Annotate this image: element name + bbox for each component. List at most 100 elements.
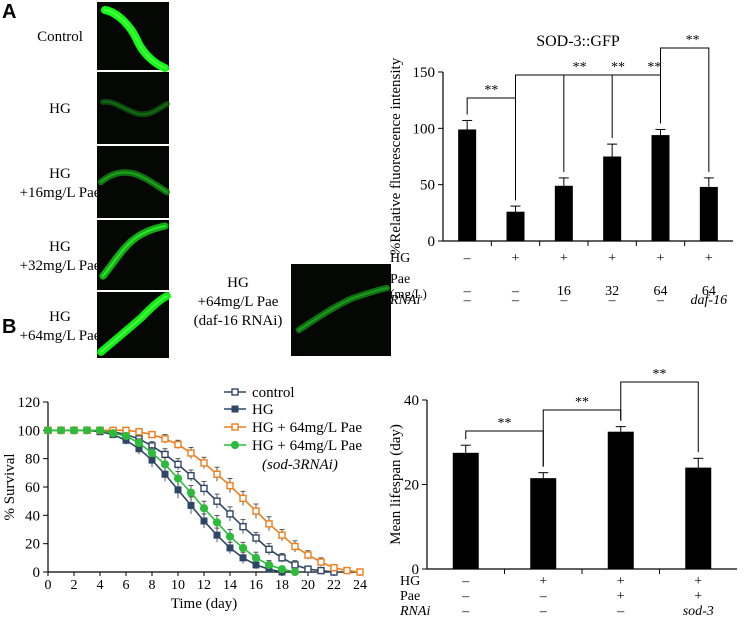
micrograph-label: HG	[49, 101, 71, 117]
condition-row-label: Pae	[400, 589, 420, 604]
micrograph-panel: Control HG HG +16mg/L Pae HG +32mg/L Pae HG +64…	[20, 2, 391, 358]
legend-label: HG + 64mg/L Pae	[252, 420, 362, 436]
micrograph-background	[97, 146, 169, 218]
data-point	[161, 450, 169, 459]
x-tick-label: 10	[171, 578, 185, 593]
condition-value: –	[461, 589, 470, 604]
significance-label: **	[498, 416, 512, 431]
data-point	[160, 460, 170, 469]
worm-highlight	[102, 225, 166, 277]
micrograph-label: +16mg/L Pae	[20, 185, 101, 201]
condition-value: +	[694, 589, 702, 604]
condition-value: –	[511, 284, 520, 299]
condition-row-label: RNAi	[389, 293, 420, 308]
y-tick-label: 40	[404, 393, 419, 409]
data-point	[200, 517, 208, 525]
legend-label-line2: (sod-3RNAi)	[262, 457, 338, 473]
micrograph-label: HG	[49, 239, 71, 255]
micrograph-image	[97, 292, 171, 358]
x-tick-label: 0	[45, 578, 52, 593]
significance-label: **	[484, 83, 498, 98]
micrograph-label: +32mg/L Pae	[20, 258, 101, 274]
micrograph-label: HG	[49, 166, 71, 182]
condition-value: 32	[605, 284, 619, 299]
condition-value: +	[657, 251, 665, 266]
significance-label: **	[653, 367, 667, 382]
condition-value: +	[512, 251, 520, 266]
y-tick-label: 40	[25, 508, 40, 524]
condition-value: –	[463, 293, 472, 308]
panel-letter-b: B	[2, 316, 16, 338]
data-point	[278, 554, 286, 562]
data-point	[277, 565, 287, 574]
data-point	[134, 438, 144, 448]
micrograph-label: Control	[37, 29, 83, 45]
data-point	[226, 544, 234, 552]
data-point	[252, 534, 260, 542]
data-point	[226, 481, 234, 490]
y-tick-label: 60	[25, 480, 40, 496]
bar	[607, 431, 634, 569]
data-point	[213, 497, 221, 505]
panel-letter-a: A	[2, 1, 16, 23]
data-point	[213, 531, 221, 539]
micrograph-label: HG	[49, 309, 71, 325]
data-point	[230, 440, 240, 450]
significance-bracket	[515, 74, 661, 201]
data-point	[200, 459, 208, 467]
bar	[530, 478, 557, 569]
data-point	[161, 470, 169, 478]
data-point	[317, 558, 325, 566]
y-axis-label: Mean lifespan (day)	[388, 424, 404, 545]
data-point	[174, 486, 182, 494]
x-tick-label: 16	[249, 578, 263, 593]
data-point	[291, 542, 299, 551]
y-tick-label: 20	[404, 478, 419, 494]
data-point	[187, 449, 195, 457]
y-tick-label: 80	[25, 452, 40, 468]
data-point	[95, 426, 105, 435]
data-point	[56, 426, 66, 435]
chart-title: SOD-3::GFP	[536, 33, 620, 50]
y-axis-label: %Relative fluorescence intensity	[388, 57, 404, 255]
data-point	[239, 554, 247, 562]
data-point	[278, 531, 286, 539]
condition-value: –	[608, 293, 617, 308]
worm-highlight	[104, 9, 166, 69]
bar	[452, 452, 479, 569]
series-group	[43, 426, 300, 577]
significance-bracket	[660, 47, 710, 172]
condition-value: –	[539, 604, 548, 619]
micrograph-image	[97, 72, 170, 144]
bar	[603, 156, 622, 241]
data-point	[252, 507, 260, 515]
bar	[506, 211, 525, 241]
micrograph-label: (daf-16 RNAi)	[194, 313, 283, 329]
micrograph-image	[97, 2, 169, 72]
condition-value: +	[617, 574, 625, 589]
condition-value: 64	[702, 284, 716, 299]
data-point	[291, 561, 299, 569]
data-point	[43, 426, 53, 435]
y-tick-label: 100	[18, 423, 41, 439]
bar	[651, 135, 670, 241]
data-point	[108, 429, 118, 438]
data-point	[330, 564, 338, 572]
worm-highlight	[298, 287, 388, 331]
condition-row-label: HG	[390, 251, 410, 266]
micrograph-image	[97, 220, 169, 290]
worm-highlight	[102, 100, 168, 116]
x-axis-label: Time (day)	[171, 596, 238, 612]
micrograph-label: HG	[227, 275, 249, 291]
data-point	[147, 448, 157, 458]
x-tick-label: 4	[97, 578, 104, 593]
x-tick-label: 22	[327, 578, 341, 593]
condition-value: –	[463, 251, 472, 266]
data-point	[238, 543, 248, 553]
data-point	[148, 430, 156, 439]
x-tick-label: 2	[71, 578, 78, 593]
micrograph-label: +64mg/L Pae	[20, 328, 101, 344]
